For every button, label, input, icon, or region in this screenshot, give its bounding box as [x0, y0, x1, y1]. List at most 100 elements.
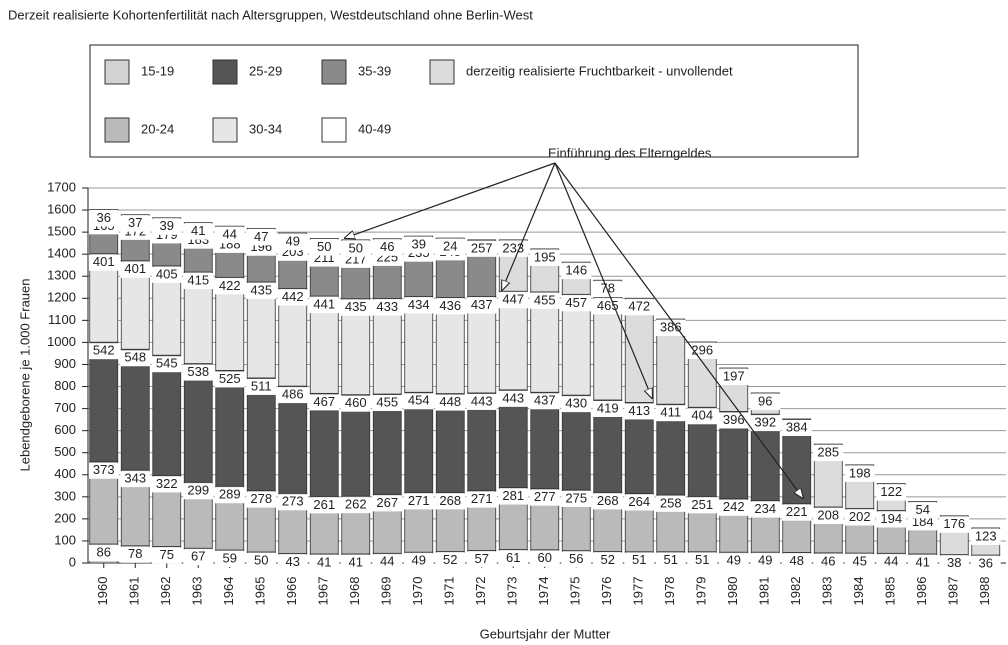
- data-label-box: [750, 415, 781, 432]
- data-label: 96: [758, 393, 772, 408]
- x-tick-label: 1964: [221, 577, 236, 606]
- data-label-box: [687, 342, 718, 359]
- bar-segment: [120, 348, 150, 471]
- chart-title: Derzeit realisierte Kohortenfertilität n…: [8, 7, 533, 22]
- data-label-box: [718, 369, 749, 385]
- legend-swatch: [104, 117, 130, 143]
- data-label-box: [246, 378, 277, 395]
- x-tick-label: 1961: [127, 577, 142, 606]
- data-label: 56: [569, 551, 583, 566]
- data-label: 242: [723, 499, 745, 514]
- data-label: 384: [786, 419, 808, 434]
- data-label-box: [624, 403, 655, 420]
- x-tick-label: 1977: [631, 577, 646, 606]
- data-label: 401: [93, 254, 115, 269]
- data-label: 57: [475, 551, 489, 566]
- data-label-box: [214, 550, 245, 567]
- data-label-box: [88, 210, 119, 227]
- data-label-box: [561, 295, 592, 312]
- data-label: 195: [534, 249, 556, 264]
- data-label: 37: [128, 215, 142, 230]
- data-label-box: [466, 491, 497, 508]
- data-label-box: [340, 395, 371, 412]
- data-label-box: [907, 554, 938, 571]
- data-label-box: [214, 371, 245, 388]
- x-tick-label: 1979: [694, 577, 709, 606]
- data-label: 41: [317, 554, 331, 569]
- data-label: 38: [947, 555, 961, 570]
- data-label-box: [88, 545, 119, 562]
- data-label-box: [876, 511, 907, 528]
- data-label: 50: [349, 240, 363, 255]
- y-tick-label: 1600: [47, 201, 76, 216]
- data-label: 296: [691, 342, 713, 357]
- data-label: 511: [251, 378, 272, 393]
- data-label: 194: [880, 511, 902, 526]
- data-label-box: [561, 490, 592, 507]
- data-label-box: [151, 356, 182, 373]
- legend-label: 35-39: [358, 63, 391, 78]
- data-label: 275: [565, 490, 587, 505]
- data-label: 443: [502, 390, 524, 405]
- data-label: 442: [282, 289, 304, 304]
- data-label: 45: [853, 554, 867, 569]
- y-tick-label: 0: [69, 554, 76, 569]
- data-label-box: [750, 393, 781, 410]
- data-label-box: [372, 395, 403, 412]
- data-label: 386: [660, 319, 682, 334]
- data-label-box: [655, 495, 686, 512]
- data-label-box: [277, 289, 308, 306]
- data-label-box: [120, 546, 151, 563]
- data-label-box: [970, 528, 1001, 545]
- data-label: 447: [502, 292, 524, 307]
- data-label: 67: [191, 549, 205, 564]
- data-label-box: [844, 465, 875, 482]
- data-label: 289: [219, 487, 241, 502]
- data-label: 51: [632, 552, 646, 567]
- x-tick-label: 1965: [253, 577, 268, 606]
- data-label: 234: [754, 501, 776, 516]
- data-label: 437: [534, 393, 556, 408]
- data-label-box: [183, 273, 214, 290]
- data-label: 457: [565, 295, 587, 310]
- annotation-arrows: [345, 162, 803, 498]
- data-label: 78: [601, 281, 615, 296]
- data-label: 472: [628, 299, 650, 314]
- data-label-box: [592, 552, 623, 569]
- y-tick-label: 900: [54, 356, 76, 371]
- y-tick-label: 300: [54, 488, 76, 503]
- data-label: 61: [506, 550, 520, 565]
- data-label-box: [403, 493, 434, 510]
- data-label: 49: [758, 553, 772, 568]
- data-label-box: [529, 550, 560, 567]
- x-tick-label: 1984: [851, 577, 866, 606]
- x-tick-label: 1972: [473, 577, 488, 606]
- data-label: 60: [538, 550, 552, 565]
- x-tick-label: 1976: [599, 577, 614, 606]
- data-label: 271: [408, 493, 430, 508]
- data-label: 78: [128, 546, 142, 561]
- data-label-box: [246, 491, 277, 508]
- data-label: 454: [408, 393, 430, 408]
- data-label-box: [624, 552, 655, 569]
- y-tick-label: 400: [54, 466, 76, 481]
- x-tick-label: 1969: [379, 577, 394, 606]
- data-label: 176: [943, 516, 965, 531]
- data-label: 271: [471, 491, 493, 506]
- data-label-box: [403, 553, 434, 570]
- data-label: 41: [349, 554, 363, 569]
- data-label: 268: [439, 493, 461, 508]
- y-tick-label: 500: [54, 444, 76, 459]
- x-tick-label: 1980: [725, 577, 740, 606]
- data-label: 411: [660, 405, 681, 420]
- data-label-box: [687, 497, 718, 514]
- data-label: 278: [250, 491, 272, 506]
- data-label-box: [277, 234, 308, 250]
- legend-label: 30-34: [249, 121, 282, 136]
- data-label-box: [403, 393, 434, 410]
- data-label: 50: [317, 239, 331, 254]
- data-label-box: [939, 516, 970, 533]
- data-label-box: [813, 553, 844, 570]
- y-axis-label: Lebendgeborene je 1.000 Frauen: [17, 279, 32, 472]
